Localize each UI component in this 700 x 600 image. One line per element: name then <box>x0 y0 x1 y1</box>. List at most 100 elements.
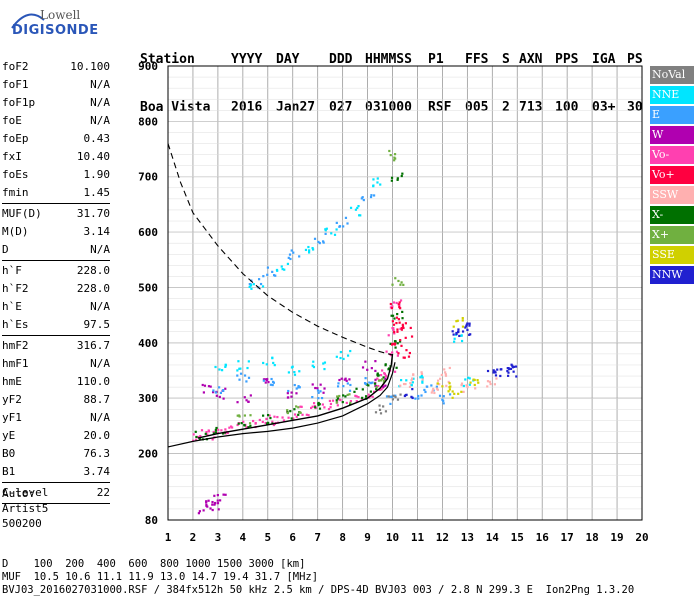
data-point-x- <box>382 376 385 379</box>
data-point-ssw <box>444 373 447 376</box>
data-point-vo- <box>392 328 395 332</box>
data-point-nne <box>468 383 471 386</box>
data-point-w <box>202 509 205 512</box>
legend-item: NNW <box>650 266 694 284</box>
data-point-x- <box>198 438 201 441</box>
data-point-nne <box>453 337 456 340</box>
data-point-vo- <box>390 343 394 346</box>
param-value: 76.3 <box>83 447 111 460</box>
data-point-ssw <box>433 391 436 395</box>
param-value: 1.45 <box>83 186 111 199</box>
data-point-x- <box>336 397 340 400</box>
data-point-nne <box>307 245 310 249</box>
data-point-e <box>321 240 325 243</box>
data-point-vo- <box>355 395 358 398</box>
param-row: hmF1 N/A <box>2 355 110 373</box>
data-point-nne <box>325 227 328 230</box>
data-point-sse <box>436 382 439 385</box>
data-point-ssw <box>431 389 434 392</box>
data-point-e <box>424 390 427 394</box>
x-tick-label: 8 <box>339 531 346 544</box>
data-point-noval <box>387 395 390 398</box>
logo-line1: Lowell <box>40 8 81 22</box>
x-tick-label: 17 <box>561 531 574 544</box>
param-row: hmF2 316.7 <box>2 337 110 355</box>
data-point-vo- <box>217 428 220 431</box>
param-row: D N/A <box>2 241 110 259</box>
data-point-vo- <box>265 417 268 421</box>
data-point-vo- <box>212 430 215 434</box>
data-point-x- <box>247 426 250 429</box>
data-point-w <box>323 387 326 390</box>
data-point-w <box>343 378 346 381</box>
data-point-vo- <box>390 306 394 310</box>
data-point-x- <box>236 414 239 417</box>
data-point-nne <box>261 285 265 288</box>
data-point-x- <box>237 422 240 425</box>
data-point-x- <box>295 405 298 408</box>
data-point-vo- <box>379 374 383 377</box>
data-point-vo- <box>281 416 284 419</box>
data-point-nnw <box>507 371 510 374</box>
data-point-x- <box>195 435 198 439</box>
data-point-w <box>236 401 239 404</box>
data-point-nne <box>247 360 250 363</box>
data-point-vo- <box>224 428 227 431</box>
data-point-ssw <box>489 382 492 386</box>
data-point-w <box>216 499 219 502</box>
data-point-nne <box>224 364 227 367</box>
data-point-vo- <box>328 399 332 403</box>
data-point-w <box>366 368 369 371</box>
data-point-x- <box>393 317 396 320</box>
data-point-e <box>442 395 445 398</box>
data-point-vo- <box>192 433 195 436</box>
param-name: h`Es <box>2 318 29 331</box>
data-point-w <box>219 499 222 502</box>
parameter-panel: foF2 10.100 foF1 N/A foF1p N/A foE N/A foEp 0.43 f… <box>2 58 110 505</box>
data-point-e <box>417 397 420 400</box>
data-point-nnw <box>410 395 413 398</box>
data-point-sse <box>448 382 451 385</box>
data-point-x- <box>289 410 292 413</box>
data-point-nne <box>237 360 240 363</box>
data-point-w <box>207 385 211 388</box>
data-point-vo- <box>410 335 414 338</box>
data-point-noval <box>374 411 378 414</box>
data-point-x- <box>353 390 356 393</box>
data-point-e <box>212 389 215 392</box>
data-point-nne <box>287 371 290 374</box>
data-point-nnw <box>461 330 465 333</box>
data-point-w <box>364 360 367 363</box>
data-point-ssw <box>410 377 414 380</box>
data-point-e <box>273 274 276 277</box>
param-name: hmE <box>2 375 22 388</box>
trace-curve <box>197 353 394 439</box>
data-point-vo- <box>405 349 408 352</box>
param-separator <box>2 482 110 483</box>
data-point-e <box>269 383 272 386</box>
data-point-x- <box>394 346 397 349</box>
param-row: h`F 228.0 <box>2 262 110 280</box>
data-point-vo- <box>245 426 248 429</box>
data-point-nne <box>376 177 379 180</box>
data-point-x- <box>383 379 386 382</box>
data-point-w <box>205 500 208 503</box>
data-point-nne <box>467 376 470 379</box>
data-point-e <box>370 194 373 197</box>
data-point-vo- <box>393 331 396 334</box>
data-point-x- <box>390 179 393 182</box>
data-point-e <box>297 386 300 389</box>
data-point-w <box>316 387 319 390</box>
data-point-x- <box>393 153 397 156</box>
data-point-sse <box>448 388 452 391</box>
data-point-w <box>374 378 377 381</box>
data-point-vo- <box>197 435 200 439</box>
data-point-vo- <box>399 327 402 331</box>
data-point-ssw <box>443 368 446 371</box>
param-name: foE <box>2 114 22 127</box>
data-point-w <box>205 501 208 504</box>
data-point-e <box>317 397 320 400</box>
data-point-e <box>435 385 438 388</box>
header-value-0: Boa Vista <box>140 100 211 115</box>
data-point-x- <box>391 283 394 286</box>
